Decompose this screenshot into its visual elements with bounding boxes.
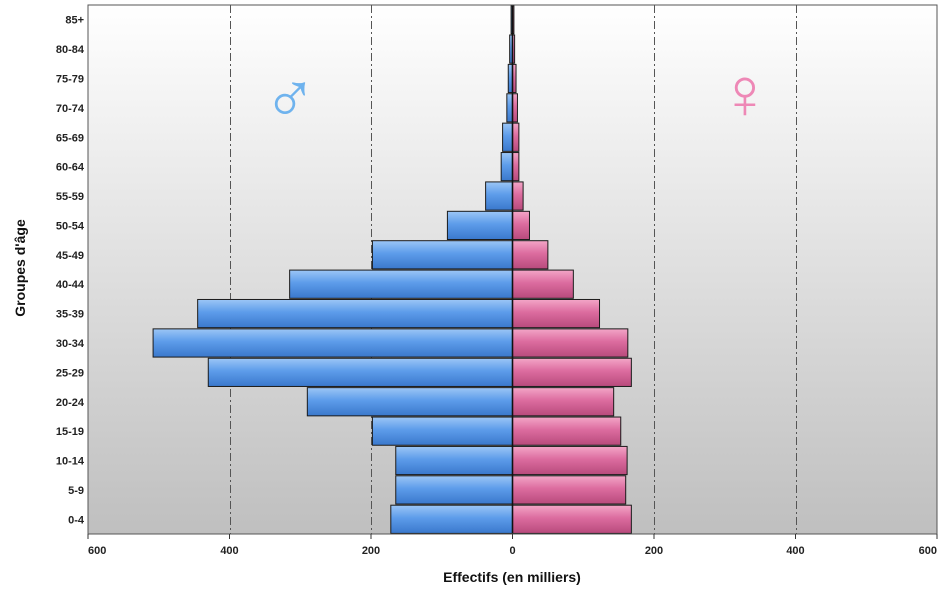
male-bar: [371, 416, 514, 446]
female-bar: [512, 475, 627, 505]
male-symbol: ♂: [263, 56, 317, 136]
y-tick-labels: 0-4 5-9 10-14 15-19 20-24 25-29 30-34 35-39 40-4…: [56, 15, 85, 527]
y-axis-title: Groupes d'âge: [12, 219, 28, 317]
y-tick-label: 35-39: [56, 309, 84, 321]
female-symbol: ♀: [718, 54, 772, 134]
male-bar: [152, 328, 513, 358]
y-tick-label: 60-64: [56, 162, 85, 174]
female-bar: [512, 122, 520, 152]
x-axis-title: Effectifs (en milliers): [443, 569, 581, 585]
female-bar: [512, 328, 629, 358]
male-bar: [500, 152, 513, 182]
x-tick-label: 600: [88, 545, 106, 557]
male-bar: [395, 445, 514, 476]
y-tick-label: 65-69: [56, 132, 84, 144]
male-bar: [446, 210, 513, 241]
x-tick-label: 200: [362, 545, 380, 557]
female-bar: [512, 387, 615, 417]
x-tick-label: 400: [220, 545, 238, 557]
y-tick-label: 30-34: [56, 338, 85, 350]
y-tick-label: 5-9: [68, 485, 84, 497]
male-bar: [502, 122, 514, 152]
y-tick-label: 45-49: [56, 250, 84, 262]
male-bar: [207, 357, 513, 387]
male-bar: [306, 387, 514, 417]
x-tick-label: 200: [645, 545, 663, 557]
male-bar: [197, 298, 513, 329]
male-bar: [485, 181, 513, 211]
female-bar: [512, 240, 549, 270]
female-bar: [512, 152, 520, 182]
male-bar: [371, 240, 514, 270]
y-tick-label: 40-44: [56, 279, 85, 291]
y-tick-label: 80-84: [56, 44, 85, 56]
x-tick-label: 400: [786, 545, 804, 557]
female-bar: [512, 181, 524, 211]
y-tick-label: 15-19: [56, 426, 84, 438]
y-tick-label: 55-59: [56, 191, 84, 203]
x-tick-labels: 600 400 200 0 200 400 600: [87, 534, 938, 557]
female-bar: [512, 269, 574, 299]
female-bar: [512, 298, 601, 329]
male-bar: [506, 93, 513, 123]
male-bar: [395, 475, 514, 505]
y-tick-label: 50-54: [56, 220, 85, 232]
y-tick-label: 70-74: [56, 103, 85, 115]
female-bar: [512, 445, 628, 476]
y-tick-label: 75-79: [56, 73, 84, 85]
y-tick-label: 85+: [65, 15, 84, 27]
female-bar: [512, 357, 632, 387]
female-bar: [512, 210, 530, 241]
female-bar: [512, 504, 632, 534]
male-bar: [390, 504, 513, 534]
y-tick-label: 10-14: [56, 456, 85, 468]
x-tick-label: 0: [509, 545, 515, 557]
x-tick-label: 600: [919, 545, 937, 557]
y-tick-label: 0-4: [68, 514, 85, 526]
male-bar: [289, 269, 514, 299]
y-tick-label: 20-24: [56, 397, 85, 409]
female-bar: [512, 416, 622, 446]
bars: [152, 5, 632, 534]
y-tick-label: 25-29: [56, 367, 84, 379]
